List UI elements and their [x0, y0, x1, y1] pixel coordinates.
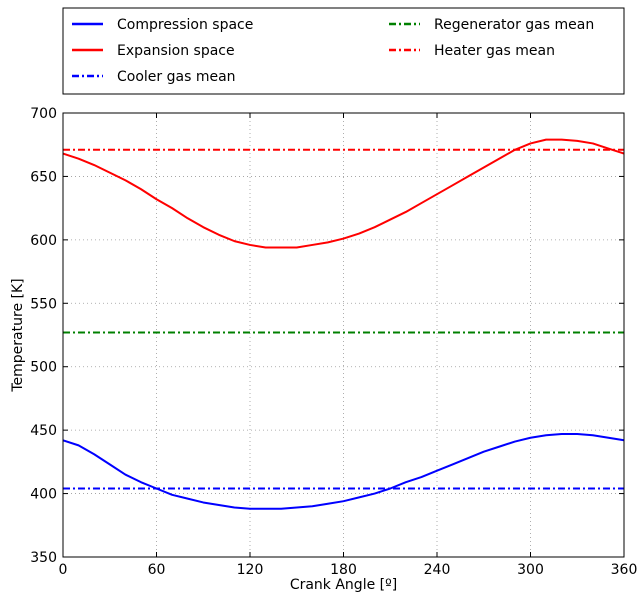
y-tick-label: 400 — [30, 487, 57, 503]
legend-frame — [62, 7, 625, 95]
legend-label-2: Cooler gas mean — [117, 69, 236, 85]
plot-frame — [62, 112, 625, 558]
y-tick-label: 350 — [30, 550, 57, 566]
axis-ticks: 0 60 120 180 240 300 360 350 400 450 500 550 600 650 7… — [30, 106, 637, 578]
x-tick-label: 240 — [424, 562, 451, 578]
legend: Compression space Expansion space Cooler g… — [62, 7, 625, 95]
grid-lines — [63, 113, 624, 557]
legend-label-3: Regenerator gas mean — [434, 17, 594, 33]
x-tick-label: 360 — [611, 562, 638, 578]
x-tick-label: 120 — [237, 562, 264, 578]
x-tick-label: 300 — [517, 562, 544, 578]
legend-label-1: Expansion space — [117, 43, 235, 59]
y-tick-label: 600 — [30, 233, 57, 249]
y-tick-label: 550 — [30, 296, 57, 312]
series-line-1 — [62, 138, 625, 249]
y-tick-label: 700 — [30, 106, 57, 122]
x-tick-label: 0 — [59, 562, 68, 578]
y-axis-label: Temperature [K] — [10, 278, 26, 392]
legend-label-4: Heater gas mean — [434, 43, 555, 59]
y-tick-label: 450 — [30, 423, 57, 439]
y-tick-label: 500 — [30, 360, 57, 376]
series-layer — [62, 138, 625, 510]
x-tick-label: 180 — [330, 562, 357, 578]
y-tick-label: 650 — [30, 169, 57, 185]
x-axis-label: Crank Angle [º] — [290, 577, 397, 592]
legend-label-0: Compression space — [117, 17, 253, 33]
x-tick-label: 60 — [148, 562, 166, 578]
